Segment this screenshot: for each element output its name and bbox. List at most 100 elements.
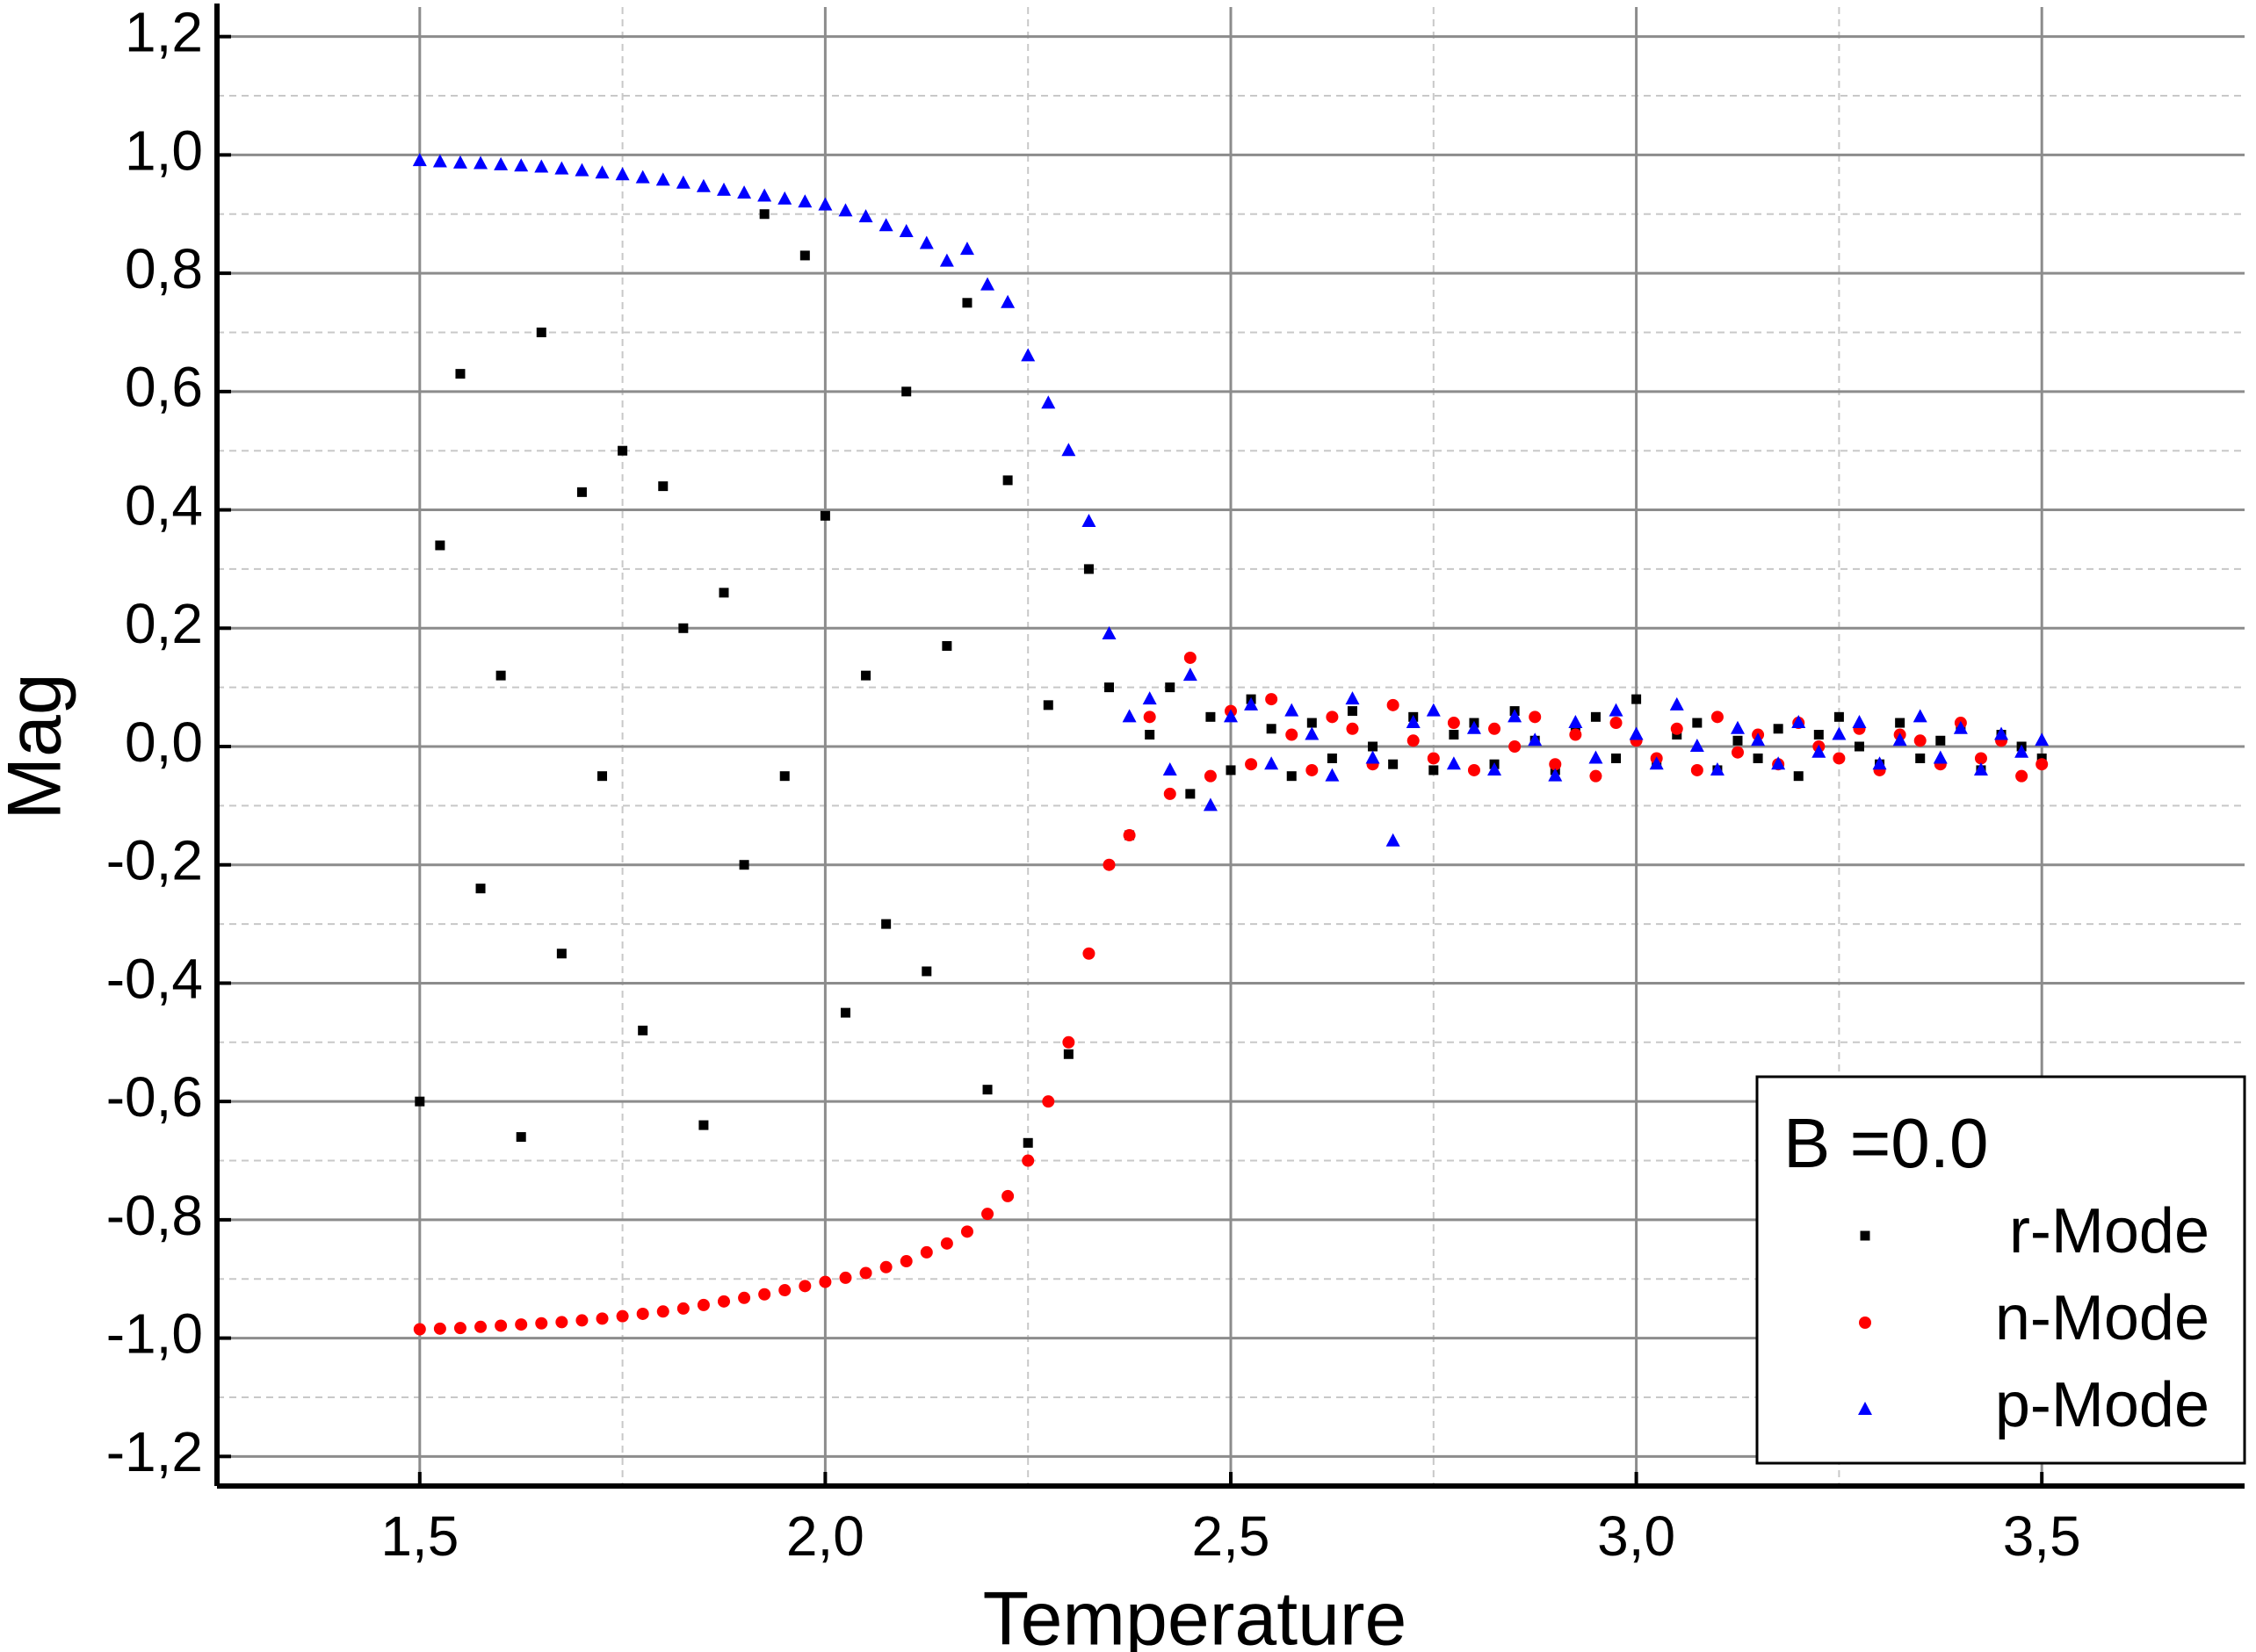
- point: [1162, 761, 1177, 776]
- point: [962, 298, 973, 308]
- point: [777, 191, 792, 205]
- point: [1549, 758, 1562, 771]
- point: [474, 1320, 488, 1333]
- point: [495, 670, 506, 681]
- point: [820, 510, 830, 521]
- point: [838, 203, 853, 217]
- point: [576, 487, 587, 497]
- point: [1548, 768, 1563, 782]
- legend-label: p-Mode: [1995, 1370, 2209, 1440]
- point: [475, 884, 486, 894]
- point: [2014, 744, 2029, 758]
- point: [1466, 720, 1481, 734]
- legend-title: B =0.0: [1783, 1104, 1989, 1182]
- point: [1854, 741, 1864, 752]
- y-axis-title: Mag: [0, 673, 77, 819]
- y-tick-label: -1,0: [106, 1302, 203, 1366]
- point: [1388, 759, 1399, 769]
- point: [1325, 768, 1340, 782]
- point: [1426, 703, 1441, 717]
- point: [635, 170, 650, 184]
- point: [474, 155, 488, 170]
- point: [922, 966, 932, 977]
- point: [575, 162, 589, 177]
- point: [1205, 711, 1216, 722]
- point: [840, 1007, 850, 1018]
- point: [1973, 761, 1988, 776]
- point: [595, 165, 610, 179]
- point: [738, 1291, 751, 1304]
- point: [1872, 756, 1887, 770]
- point: [1286, 771, 1297, 782]
- point: [861, 670, 871, 681]
- point: [1669, 696, 1684, 711]
- point: [618, 445, 628, 456]
- x-axis-title: Temperature: [983, 1577, 1407, 1652]
- point: [1285, 728, 1298, 741]
- x-tick-label: 2,5: [1192, 1504, 1270, 1568]
- point: [1710, 711, 1724, 724]
- point: [1569, 728, 1582, 741]
- point: [799, 1280, 812, 1293]
- point: [1365, 750, 1380, 764]
- point: [859, 1266, 872, 1280]
- point: [1123, 829, 1136, 842]
- point: [1203, 797, 1218, 812]
- point: [1185, 789, 1196, 799]
- point: [1751, 732, 1766, 747]
- point: [1368, 741, 1378, 752]
- point: [1062, 1035, 1075, 1049]
- point: [879, 1260, 893, 1273]
- point: [1346, 722, 1359, 735]
- legend-marker: [1858, 1402, 1872, 1415]
- point: [1102, 626, 1117, 640]
- point: [1306, 718, 1317, 728]
- point: [1529, 711, 1542, 724]
- point: [1528, 732, 1543, 747]
- point: [1245, 758, 1258, 771]
- point: [435, 540, 445, 551]
- point: [980, 277, 995, 291]
- point: [536, 327, 546, 337]
- point: [1023, 1137, 1033, 1148]
- legend-box: [1755, 1075, 2246, 1465]
- point: [940, 1237, 953, 1250]
- point: [1791, 715, 1806, 729]
- point: [1043, 700, 1053, 711]
- point: [1793, 771, 1804, 782]
- point: [1609, 703, 1623, 717]
- point: [676, 1302, 690, 1315]
- point: [1327, 753, 1337, 763]
- point: [1446, 756, 1461, 770]
- point: [1692, 718, 1703, 728]
- point: [1204, 769, 1217, 783]
- point: [616, 1309, 629, 1323]
- point: [554, 161, 569, 175]
- point: [1588, 750, 1603, 764]
- point: [658, 481, 669, 492]
- point: [1427, 752, 1440, 765]
- point: [759, 209, 770, 220]
- point: [1447, 717, 1460, 730]
- point: [939, 253, 954, 267]
- point: [676, 175, 691, 189]
- point: [1568, 715, 1583, 729]
- point: [1710, 761, 1725, 776]
- point: [982, 1085, 993, 1095]
- point: [556, 949, 567, 959]
- point: [1590, 711, 1601, 722]
- point: [1428, 765, 1439, 776]
- point: [1609, 717, 1623, 730]
- point: [1163, 787, 1176, 800]
- point: [1773, 724, 1783, 734]
- point: [698, 1120, 709, 1130]
- point: [413, 1323, 426, 1336]
- point: [879, 218, 893, 232]
- point: [656, 1305, 669, 1318]
- point: [1449, 730, 1459, 740]
- point: [1852, 715, 1867, 729]
- y-tick-label: 0,4: [125, 473, 203, 537]
- point: [1266, 724, 1276, 734]
- point: [942, 640, 952, 651]
